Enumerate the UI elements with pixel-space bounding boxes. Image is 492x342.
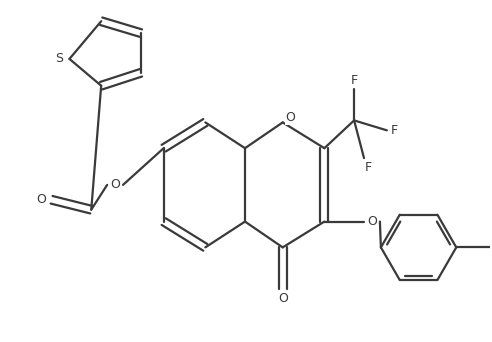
Text: F: F	[351, 74, 358, 87]
Text: O: O	[367, 215, 377, 228]
Text: O: O	[110, 179, 120, 192]
Text: F: F	[365, 160, 371, 173]
Text: F: F	[391, 124, 399, 137]
Text: O: O	[286, 111, 296, 124]
Text: S: S	[56, 52, 63, 65]
Text: O: O	[37, 193, 47, 206]
Text: O: O	[278, 292, 288, 305]
